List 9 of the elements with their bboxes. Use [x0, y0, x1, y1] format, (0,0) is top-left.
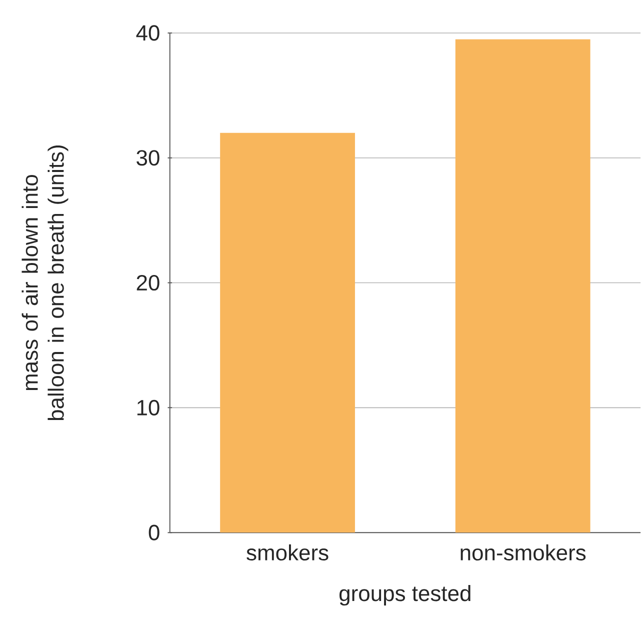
- x-axis-title: groups tested: [340, 585, 470, 606]
- y-tick-label: 20: [136, 275, 160, 291]
- y-tick-label: 0: [148, 525, 160, 541]
- y-tick-label: 10: [137, 400, 160, 416]
- y-tick-label: 30: [136, 150, 160, 166]
- x-tick-label: smokers: [246, 544, 328, 561]
- y-tick-label: 40: [136, 25, 160, 41]
- y-axis-title: mass of air blown into balloon in one breath (units): [22, 146, 68, 420]
- x-tick-label: non-smokers: [460, 544, 586, 561]
